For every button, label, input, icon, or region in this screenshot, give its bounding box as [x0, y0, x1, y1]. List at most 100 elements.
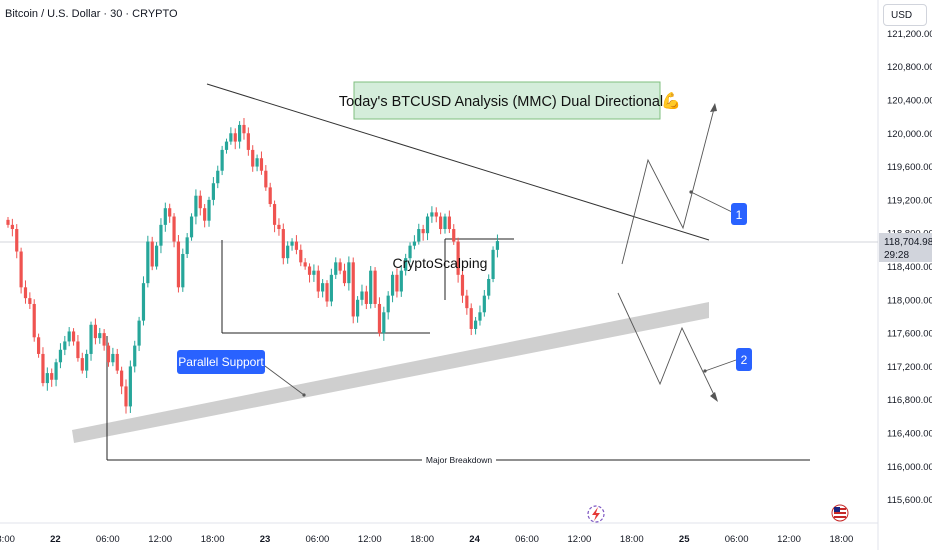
parallel-support-pointer — [264, 365, 305, 396]
candle-body — [325, 283, 329, 302]
candle-body — [203, 208, 207, 221]
candle-body — [386, 295, 390, 313]
time-tick-label: 18:00 — [201, 534, 225, 545]
candle-body — [6, 219, 10, 225]
price-axis[interactable]: 121,200.00 120,800.00 120,400.00 120,000.00… — [887, 29, 932, 506]
price-tick-label: 121,200.00 — [887, 29, 932, 40]
candle-body — [408, 245, 412, 259]
candle-body — [417, 229, 421, 242]
candle-body — [246, 133, 250, 150]
lightning-icon[interactable] — [587, 505, 605, 523]
time-tick-label: 12:00 — [568, 534, 592, 545]
candle-body — [120, 370, 124, 387]
candle-body — [316, 270, 320, 292]
candle-body — [456, 241, 460, 275]
scenario-2-arrowhead — [710, 392, 718, 402]
time-tick-label: 25 — [679, 534, 690, 545]
major-breakdown-label: Major Breakdown — [426, 455, 492, 465]
candle-body — [238, 124, 242, 142]
candle-body — [10, 224, 14, 230]
candle-body — [495, 241, 500, 250]
candle-body — [32, 303, 36, 338]
parallel-support-badge[interactable] — [177, 350, 265, 374]
candle-body — [356, 299, 360, 317]
candle-body — [85, 353, 89, 371]
candle-body — [360, 291, 364, 300]
scenario-1-badge[interactable] — [731, 203, 747, 225]
candle-body — [185, 237, 189, 255]
candle-body — [473, 320, 478, 329]
price-tick-label: 118,000.00 — [887, 295, 932, 306]
candle-body — [342, 270, 347, 284]
candle-body — [224, 141, 229, 150]
candle-body — [469, 308, 473, 329]
candle-body — [242, 124, 246, 134]
candle-body — [395, 274, 399, 292]
candle-body — [28, 298, 32, 304]
countdown-timer: 29:28 — [884, 250, 909, 261]
headline-box — [353, 81, 661, 120]
candles-group — [6, 118, 500, 414]
candle-body — [50, 373, 54, 380]
candle-body — [198, 195, 202, 209]
currency-selector[interactable]: USD — [883, 4, 927, 26]
candle-body — [211, 183, 215, 200]
candle-body — [264, 170, 268, 188]
candle-body — [404, 258, 408, 271]
time-tick-label: 22 — [50, 534, 61, 545]
candle-body — [172, 216, 176, 242]
candle-body — [168, 208, 172, 217]
candle-body — [390, 274, 395, 296]
time-tick-label: 06:00 — [96, 534, 120, 545]
candle-body — [93, 324, 97, 339]
candle-body — [425, 216, 430, 234]
candle-body — [482, 295, 486, 313]
candle-body — [115, 353, 119, 371]
candle-body — [216, 170, 220, 184]
candle-body — [307, 266, 312, 275]
scenario-2-badge[interactable] — [736, 348, 752, 371]
parallel-support-pointer-dot — [302, 393, 306, 397]
time-tick-label: 12:00 — [148, 534, 172, 545]
candle-body — [63, 341, 67, 350]
time-axis[interactable]: 18:00 22 06:00 12:00 18:00 23 06:00 12:00 18:00 2… — [0, 534, 853, 545]
candle-body — [430, 212, 434, 217]
price-tick-label: 116,800.00 — [887, 395, 932, 406]
price-tick-label: 120,800.00 — [887, 62, 932, 73]
resistance-trendline — [206, 83, 710, 241]
parallel-support-band — [72, 302, 709, 443]
watermark-text: CryptoScalping — [393, 255, 488, 271]
scenario-1-path — [621, 104, 716, 265]
price-tick-label: 120,000.00 — [887, 129, 932, 140]
candle-body — [255, 158, 259, 167]
scenario-1-label: 1 — [736, 208, 743, 222]
candle-body — [338, 262, 342, 271]
candle-body — [220, 149, 224, 171]
candle-body — [277, 224, 281, 230]
candle-body — [98, 333, 102, 339]
candle-body — [76, 341, 80, 359]
candle-body — [71, 331, 76, 342]
candle-body — [364, 291, 368, 304]
time-tick-label: 06:00 — [725, 534, 749, 545]
candle-body — [329, 274, 333, 302]
price-tick-label: 119,200.00 — [887, 195, 932, 206]
candle-body — [351, 262, 355, 317]
candle-body — [133, 345, 137, 367]
candle-body — [19, 251, 23, 288]
candle-body — [111, 353, 115, 363]
candle-body — [176, 241, 181, 288]
candle-body — [286, 245, 290, 259]
candle-body — [106, 345, 111, 363]
us-flag-icon[interactable] — [831, 504, 849, 522]
candle-body — [312, 270, 316, 275]
scenario-1-arrowhead — [710, 103, 717, 112]
price-tick-label: 117,200.00 — [887, 362, 932, 373]
candle-body — [159, 224, 163, 246]
candle-body — [181, 254, 185, 288]
candle-body — [487, 278, 491, 296]
candle-body — [443, 216, 447, 230]
time-tick-label: 18:00 — [620, 534, 644, 545]
